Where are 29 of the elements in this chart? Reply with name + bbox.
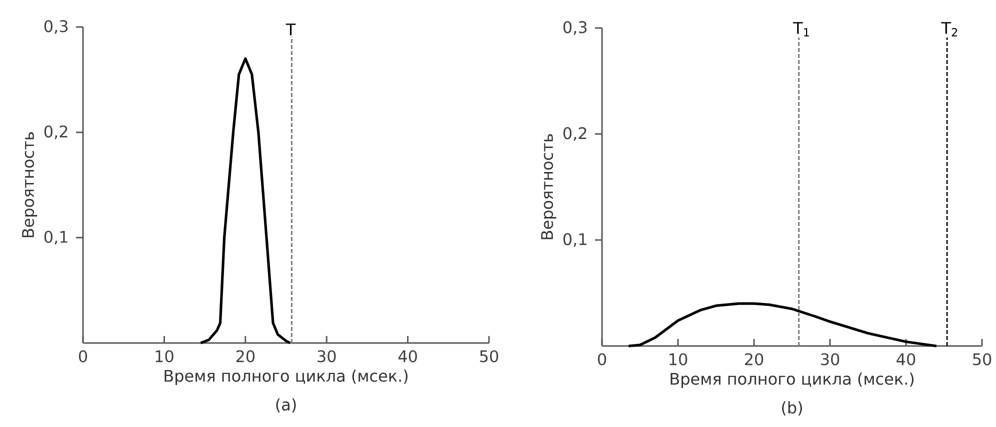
y-tick-label: 0,2 [563,127,586,141]
y-tick-label: 0,1 [44,230,68,245]
x-tick-label: 20 [745,353,764,366]
ref-line-label: T [286,24,296,36]
y-tick-label: 0,3 [44,20,68,34]
text: (b) [782,401,802,416]
line-series [627,302,938,348]
x-tick-label: 40 [896,353,916,366]
x-axis-title: Время полного цикла (мсек.) [164,370,408,385]
x-tick-label: 0 [78,350,88,362]
x-tick-label: 30 [318,350,336,362]
y-tick-label: 0,3 [563,21,587,35]
x-tick-label: 50 [973,353,992,366]
x-tick-label: 0 [598,353,606,366]
x-axis-title: Время полного цикла (мсек.) [670,372,914,388]
text: (a) [276,398,296,412]
x-tick-label: 20 [236,350,255,362]
line-series [199,57,292,344]
ref-line-label: T$_{2}$ [941,22,958,36]
x-tick-label: 50 [480,350,498,362]
ref-line-label: T$_{1}$ [793,22,809,36]
x-tick-label: 10 [670,353,688,366]
y-tick-label: 0,2 [44,125,68,140]
y-axis-title: Вероятность [22,132,38,238]
y-axis-title: Вероятность [541,134,556,240]
y-tick-label: 0,1 [563,233,586,247]
x-tick-label: 10 [156,350,174,362]
x-tick-label: 40 [398,350,417,362]
x-tick-label: 30 [821,353,840,366]
